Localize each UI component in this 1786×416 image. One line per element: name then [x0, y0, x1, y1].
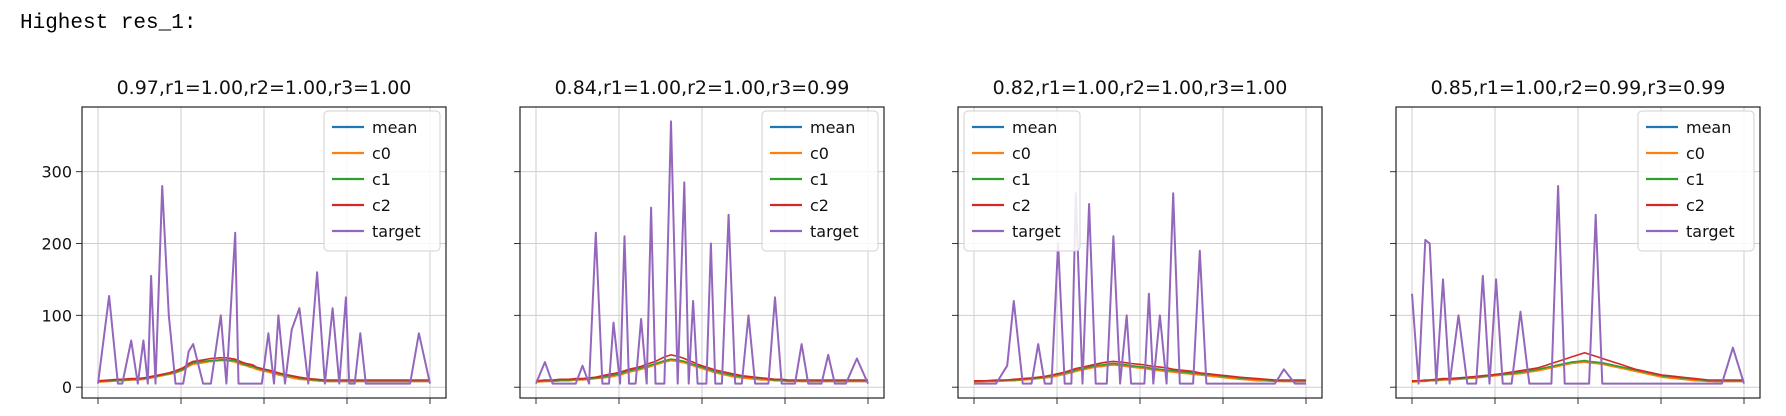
subplot-1: 0.97,r1=1.00,r2=1.00,r3=1.00 0 100 200 300 me… [41, 77, 447, 404]
legend-label-c1: c1 [810, 170, 829, 189]
grid [958, 107, 1322, 398]
legend-label-target: target [1686, 222, 1735, 241]
legend-label-c2: c2 [810, 196, 829, 215]
legend-box [1637, 110, 1755, 252]
legend-label-mean: mean [372, 118, 417, 137]
legend-label-mean: mean [1686, 118, 1731, 137]
subplot-title: 0.85,r1=1.00,r2=0.99,r3=0.99 [1431, 77, 1726, 99]
y-tick-label: 0 [62, 378, 72, 397]
subplot-title: 0.84,r1=1.00,r2=1.00,r3=0.99 [555, 77, 850, 99]
legend-label-c2: c2 [1012, 196, 1031, 215]
legend-label-target: target [1012, 222, 1061, 241]
series-line-target [1411, 185, 1745, 385]
legend-label-c0: c0 [1686, 144, 1705, 163]
legend: mean c0 c1 c2 target [761, 110, 879, 252]
series-line-c2 [535, 354, 868, 382]
subplot-title: 0.97,r1=1.00,r2=1.00,r3=1.00 [117, 77, 412, 99]
legend-box [323, 110, 441, 252]
series-line-target [974, 192, 1306, 385]
legend-box [761, 110, 879, 252]
series-line-target [97, 185, 431, 385]
output-header: Highest res_1: [20, 12, 197, 35]
y-tick-label: 100 [41, 306, 72, 325]
legend-label-mean: mean [1012, 118, 1057, 137]
grid [1396, 107, 1760, 398]
legend-label-c0: c0 [1012, 144, 1031, 163]
legend-label-mean: mean [810, 118, 855, 137]
legend-label-c0: c0 [810, 144, 829, 163]
y-tick-label: 300 [41, 163, 72, 182]
axes-frame [957, 106, 1323, 399]
axes-frame [1395, 106, 1761, 399]
axes-frame [81, 106, 447, 399]
series-line-target [535, 120, 869, 385]
series-line-c2 [974, 360, 1306, 382]
legend: mean c0 c1 c2 target [963, 110, 1081, 252]
legend-label-c2: c2 [1686, 196, 1705, 215]
subplot-title: 0.82,r1=1.00,r2=1.00,r3=1.00 [993, 77, 1288, 99]
subplot-2: 0.84,r1=1.00,r2=1.00,r3=0.99 mean c0 c1 c2 ta… [514, 77, 885, 404]
legend: mean c0 c1 c2 target [323, 110, 441, 252]
legend-label-c1: c1 [1686, 170, 1705, 189]
series-line-c2 [97, 356, 430, 382]
legend-label-c0: c0 [372, 144, 391, 163]
subplot-4: 0.85,r1=1.00,r2=0.99,r3=0.99 mean c0 c1 c2 ta… [1390, 77, 1761, 404]
legend-label-c2: c2 [372, 196, 391, 215]
legend-label-c1: c1 [1012, 170, 1031, 189]
legend: mean c0 c1 c2 target [1637, 110, 1755, 252]
axes-frame [519, 106, 885, 399]
subplot-3: 0.82,r1=1.00,r2=1.00,r3=1.00 mean c0 c1 c2 ta… [952, 77, 1323, 404]
legend-box [963, 110, 1081, 252]
legend-label-target: target [810, 222, 859, 241]
legend-label-c1: c1 [372, 170, 391, 189]
legend-label-target: target [372, 222, 421, 241]
y-tick-label: 200 [41, 235, 72, 254]
